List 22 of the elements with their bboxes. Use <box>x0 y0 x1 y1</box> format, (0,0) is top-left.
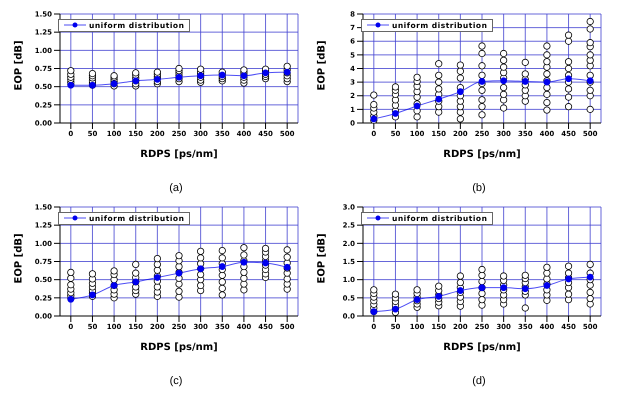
y-axis-title: EOP [dB] <box>14 40 25 90</box>
point <box>218 263 226 270</box>
point <box>456 88 464 96</box>
x-axis-title: RDPS [ps/nm] <box>443 342 521 353</box>
text: (d) <box>471 375 487 387</box>
text: (a) <box>168 182 184 194</box>
point <box>500 77 508 84</box>
text: (c) <box>168 375 184 387</box>
y-axis-title: EOP [dB] <box>14 233 25 284</box>
y-axis-title: EOP [dB] <box>316 233 328 284</box>
point <box>392 110 399 117</box>
point <box>522 78 529 85</box>
point <box>478 78 486 85</box>
text: (b) <box>471 182 487 194</box>
point <box>262 260 269 266</box>
x-axis-title: RDPS [ps/nm] <box>443 149 521 160</box>
point <box>586 274 594 281</box>
y-axis-title: EOP [dB] <box>316 40 328 90</box>
point <box>414 102 420 110</box>
x-axis-title: RDPS [ps/nm] <box>140 342 218 353</box>
x-axis-title: RDPS [ps/nm] <box>140 149 218 160</box>
point <box>565 75 572 82</box>
